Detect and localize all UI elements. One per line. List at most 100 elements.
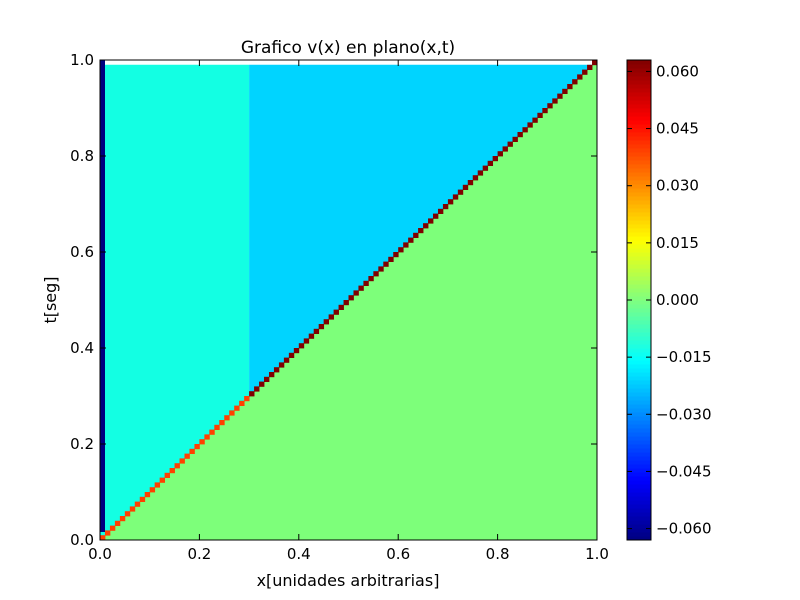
colorbar: 0.060 0.045 0.030 0.015 0.000 −0.015 −0.030 −0.…	[626, 59, 712, 541]
plot-area	[100, 60, 598, 541]
diagonal-cell	[582, 69, 588, 75]
diagonal-cell	[537, 112, 543, 118]
colorbar-segment	[627, 192, 651, 197]
diagonal-cell	[502, 146, 508, 152]
colorbar-tick-label: 0.045	[656, 120, 699, 138]
diagonal-cell	[308, 333, 315, 339]
colorbar-segment	[627, 336, 651, 341]
diagonal-cell	[219, 420, 225, 426]
diagonal-cell	[149, 487, 156, 493]
diagonal-cell	[189, 448, 195, 454]
diagonal-cell	[467, 180, 474, 186]
diagonal-cell	[214, 424, 220, 430]
colorbar-segment	[627, 148, 651, 153]
colorbar-segment	[627, 244, 651, 249]
diagonal-cell	[154, 482, 161, 488]
diagonal-cell	[512, 136, 518, 142]
diagonal-cell	[532, 117, 538, 123]
diagonal-cell	[567, 84, 573, 90]
colorbar-segment	[627, 444, 651, 449]
diagonal-cell	[278, 362, 285, 368]
colorbar-segment	[627, 76, 651, 81]
y-tick-label: 1.0	[70, 51, 94, 69]
colorbar-segment	[627, 532, 651, 537]
diagonal-cell	[452, 194, 459, 200]
diagonal-cell	[194, 444, 200, 450]
diagonal-cell	[104, 530, 111, 536]
colorbar-segment	[627, 284, 651, 289]
diagonal-cell	[303, 338, 310, 344]
diagonal-cell	[353, 290, 359, 296]
colorbar-segment	[627, 88, 651, 93]
diagonal-cell	[179, 458, 185, 464]
colorbar-segment	[627, 440, 651, 445]
colorbar-tick-label: −0.045	[656, 462, 712, 480]
colorbar-segment	[627, 512, 651, 517]
colorbar-segment	[627, 480, 651, 485]
colorbar-segment	[627, 360, 651, 365]
colorbar-segment	[627, 420, 651, 425]
colorbar-segment	[627, 496, 651, 501]
colorbar-segment	[627, 316, 651, 321]
diagonal-cell	[249, 391, 255, 397]
x-tick-label: 0.2	[187, 545, 211, 563]
colorbar-segment	[627, 308, 651, 313]
diagonal-cell	[333, 309, 339, 315]
colorbar-segment	[627, 224, 651, 229]
colorbar-segment	[627, 232, 651, 237]
diagonal-cell	[432, 213, 439, 219]
colorbar-tick-label: −0.015	[656, 348, 712, 366]
colorbar-tick-label: 0.060	[656, 62, 699, 80]
diagonal-cell	[373, 271, 379, 277]
diagonal-cell	[472, 175, 479, 181]
diagonal-cell	[527, 122, 533, 128]
diagonal-cell	[318, 324, 325, 330]
colorbar-segment	[627, 348, 651, 353]
colorbar-segment	[627, 200, 651, 205]
diagonal-cell	[552, 98, 558, 104]
colorbar-segment	[627, 128, 651, 133]
colorbar-segment	[627, 120, 651, 125]
colorbar-segment	[627, 116, 651, 121]
colorbar-segment	[627, 172, 651, 177]
colorbar-segment	[627, 416, 651, 421]
colorbar-segment	[627, 188, 651, 193]
x-axis-label: x[unidades arbitrarias]	[257, 571, 440, 590]
colorbar-segment	[627, 68, 651, 73]
colorbar-segment	[627, 400, 651, 405]
colorbar-segment	[627, 424, 651, 429]
colorbar-segment	[627, 292, 651, 297]
diagonal-cell	[239, 400, 245, 406]
colorbar-segment	[627, 168, 651, 173]
y-tick-label: 0.8	[70, 147, 94, 165]
diagonal-cell	[442, 204, 449, 210]
diagonal-cell	[174, 463, 180, 469]
x-tick-label: 0.8	[486, 545, 510, 563]
colorbar-segment	[627, 208, 651, 213]
colorbar-segment	[627, 60, 651, 65]
colorbar-segment	[627, 288, 651, 293]
diagonal-cell	[234, 405, 240, 411]
colorbar-segment	[627, 320, 651, 325]
diagonal-cell	[383, 261, 389, 267]
region-left-boundary	[100, 60, 105, 532]
colorbar-segment	[627, 396, 651, 401]
diagonal-cell	[363, 280, 369, 286]
diagonal-cell	[587, 64, 593, 70]
colorbar-segment	[627, 456, 651, 461]
colorbar-segment	[627, 144, 651, 149]
diagonal-cell	[408, 237, 414, 243]
diagonal-cell	[437, 208, 444, 214]
colorbar-segment	[627, 536, 651, 541]
y-tick-label: 0.0	[70, 531, 94, 549]
diagonal-cell	[447, 199, 454, 205]
diagonal-cell	[557, 93, 563, 99]
y-axis-label: t[seg]	[41, 276, 60, 323]
colorbar-segment	[627, 476, 651, 481]
diagonal-cell	[497, 151, 503, 157]
x-tick-label: 0.0	[88, 545, 112, 563]
diagonal-cell	[313, 328, 320, 334]
colorbar-segment	[627, 92, 651, 97]
diagonal-cell	[323, 319, 330, 325]
